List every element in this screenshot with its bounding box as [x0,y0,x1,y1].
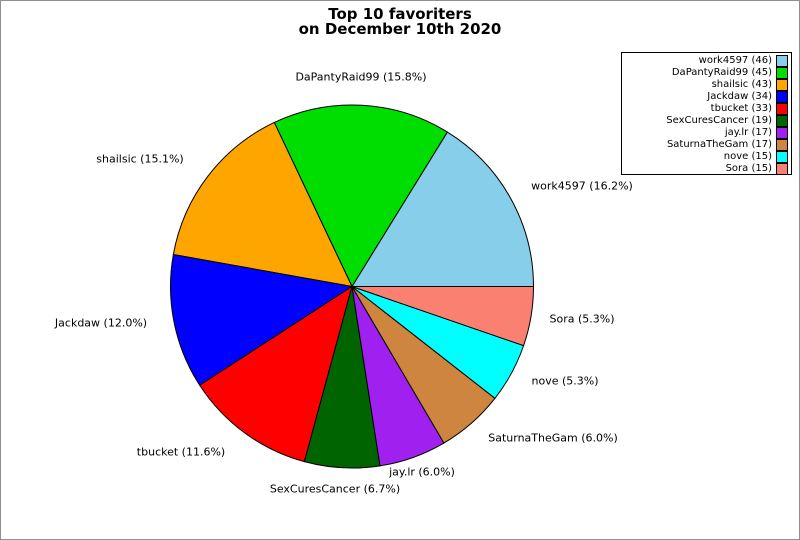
legend-label: tbucket (33) [710,103,772,114]
chart-title-line1: Top 10 favoriters [328,5,472,23]
legend-row-tbucket: tbucket (33) [625,103,788,115]
legend-swatch [776,127,788,139]
legend-label: Sora (15) [725,163,772,174]
pie-slice-shailsic [172,121,353,288]
pie-slice-Sora [351,286,535,347]
legend-swatch [776,163,788,175]
legend-row-Sora: Sora (15) [625,163,788,175]
slice-label-tbucket: tbucket (11.6%) [136,445,226,459]
slice-label-shailsic: shailsic (15.1%) [96,152,184,166]
legend-swatch [776,103,788,115]
legend-label: nove (15) [723,151,772,162]
legend-label: jay.lr (17) [724,127,772,138]
legend-label: shailsic (43) [711,79,772,90]
legend-label: work4597 (46) [698,55,772,66]
chart-title-line2: on December 10th 2020 [298,20,502,38]
legend: work4597 (46) DaPantyRaid99 (45) shailsic … [621,52,792,175]
legend-swatch [776,115,788,127]
legend-swatch [776,67,788,79]
legend-row-Jackdaw: Jackdaw (34) [625,91,788,103]
legend-label: Jackdaw (34) [707,91,772,102]
slice-label-Jackdaw: Jackdaw (12.0%) [54,316,148,330]
slice-label-SaturnaTheGam: SaturnaTheGam (6.0%) [488,431,618,445]
slice-label-SexCuresCancer: SexCuresCancer (6.7%) [269,482,401,496]
legend-row-work4597: work4597 (46) [625,55,788,67]
slice-label-Sora: Sora (5.3%) [549,312,615,326]
legend-row-SexCuresCancer: SexCuresCancer (19) [625,115,788,127]
slice-label-nove: nove (5.3%) [531,374,599,388]
slice-label-work4597: work4597 (16.2%) [531,179,633,193]
pie-slice-tbucket [199,285,353,463]
chart-title: Top 10 favoriters on December 10th 2020 [1,7,799,37]
legend-swatch [776,139,788,151]
legend-swatch [776,151,788,163]
pie-slice-Jackdaw [170,253,354,386]
legend-label: SexCuresCancer (19) [666,115,772,126]
legend-row-SaturnaTheGam: SaturnaTheGam (17) [625,139,788,151]
legend-row-nove: nove (15) [625,151,788,163]
legend-swatch [776,55,788,67]
legend-row-jay.lr: jay.lr (17) [625,127,788,139]
legend-label: DaPantyRaid99 (45) [671,67,772,78]
legend-row-DaPantyRaid99: DaPantyRaid99 (45) [625,67,788,79]
legend-row-shailsic: shailsic (43) [625,79,788,91]
legend-swatch [776,79,788,91]
legend-swatch [776,91,788,103]
legend-label: SaturnaTheGam (17) [666,139,772,150]
slice-label-DaPantyRaid99: DaPantyRaid99 (15.8%) [295,70,427,84]
pie-slice-DaPantyRaid99 [273,104,449,288]
pie-slice-work4597 [351,131,535,287]
slice-label-jay.lr: jay.lr (6.0%) [389,465,455,479]
